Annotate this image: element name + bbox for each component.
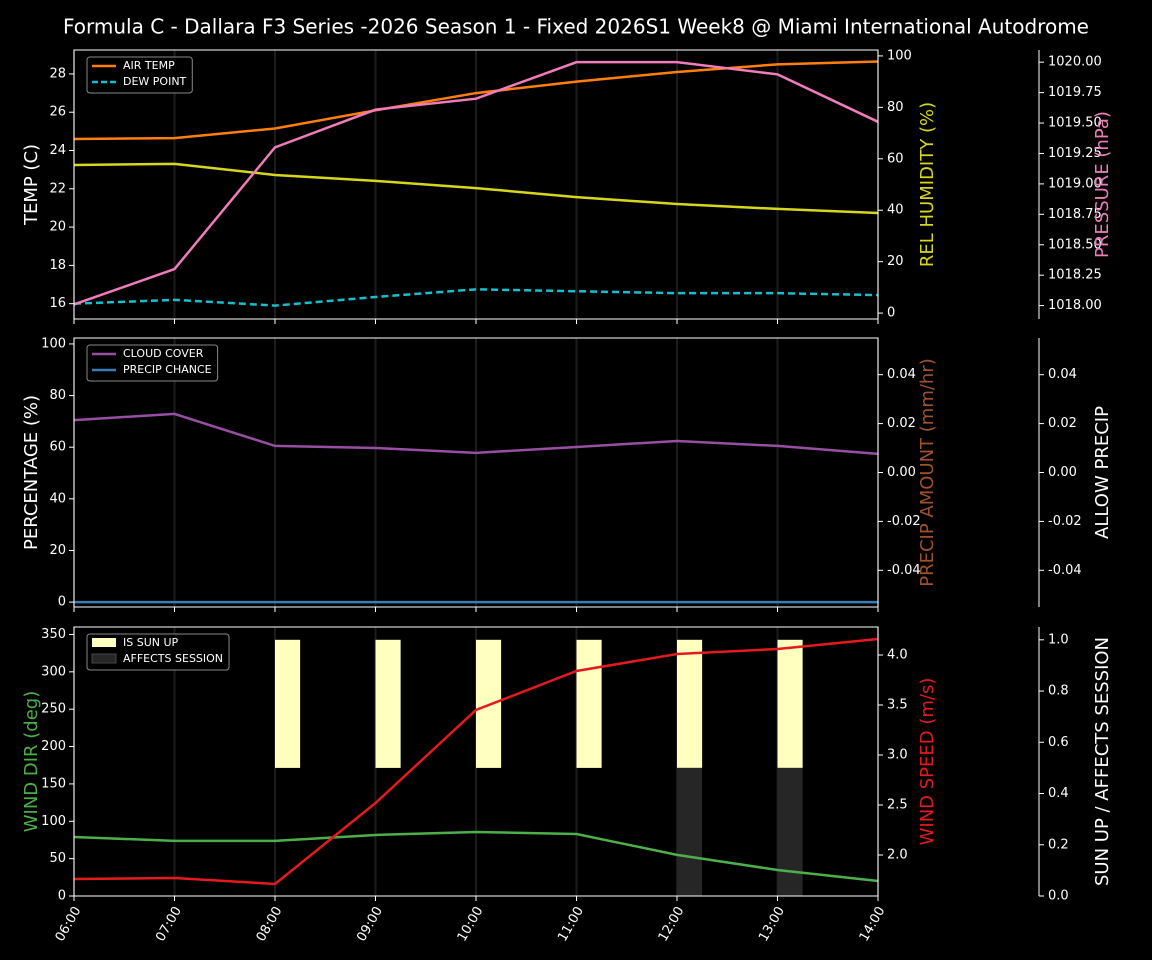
y3-tick-label: 1019.25 (1048, 146, 1102, 161)
y-tick-label: 150 (41, 776, 66, 791)
y-tick-label: 28 (49, 66, 66, 81)
y2-tick-label: -0.02 (887, 514, 921, 529)
bar (275, 639, 301, 768)
y-tick-label: 18 (49, 258, 66, 273)
legend: AIR TEMP DEW POINT (86, 56, 193, 94)
legend: CLOUD COVER PRECIP CHANCE (86, 344, 219, 382)
y3-tick-label: 1018.00 (1048, 298, 1102, 313)
y-tick-label: 250 (41, 702, 66, 717)
y3-tick-label: 0.6 (1048, 735, 1069, 750)
y-tick-label: 300 (41, 664, 66, 679)
y2-tick-label: 4.0 (887, 648, 908, 663)
bar (576, 639, 602, 768)
y2-tick-label: 0.02 (887, 416, 916, 431)
y-tick-label: 20 (49, 220, 66, 235)
legend-label: CLOUD COVER (123, 347, 204, 360)
y2-axis-label: PRECIP AMOUNT (mm/hr) (917, 358, 938, 587)
legend-label: IS SUN UP (123, 636, 179, 649)
line-series (73, 412, 879, 456)
y-tick-label: 100 (41, 814, 66, 829)
legend-label: AFFECTS SESSION (123, 652, 223, 665)
y2-tick-label: 60 (887, 151, 904, 166)
y2-tick-label: 40 (887, 203, 904, 218)
y3-tick-label: 0.2 (1048, 837, 1069, 852)
y3-axis-label: PRESSURE (hPa) (1092, 111, 1113, 258)
y2-tick-label: 0.04 (887, 367, 916, 382)
y-tick-label: 50 (49, 851, 66, 866)
y-tick-label: 0 (58, 595, 66, 610)
y2-axis-label: REL HUMIDITY (%) (917, 102, 938, 267)
y3-tick-label: 1018.50 (1048, 237, 1102, 252)
y2-tick-label: -0.04 (887, 563, 921, 578)
y3-tick-label: -0.02 (1048, 514, 1082, 529)
line-series (73, 830, 879, 883)
bar (375, 639, 401, 768)
y-tick-label: 100 (41, 336, 66, 351)
y-tick-label: 0 (58, 889, 66, 904)
legend-label: PRECIP CHANCE (123, 363, 212, 376)
y3-tick-label: 1.0 (1048, 632, 1069, 647)
y3-tick-label: 1020.00 (1048, 55, 1102, 70)
y3-tick-label: 1019.75 (1048, 85, 1102, 100)
y2-tick-label: 2.0 (887, 848, 908, 863)
y3-tick-label: -0.04 (1048, 563, 1082, 578)
legend-swatch (91, 653, 117, 664)
y2-axis-label: WIND SPEED (m/s) (917, 678, 938, 846)
y2-tick-label: 3.5 (887, 698, 908, 713)
y3-tick-label: 1019.50 (1048, 116, 1102, 131)
line-series (73, 60, 879, 141)
y2-tick-label: 3.0 (887, 748, 908, 763)
line-series (73, 637, 879, 886)
y-tick-label: 26 (49, 105, 66, 120)
y3-axis-label: ALLOW PRECIP (1092, 406, 1113, 539)
bar (777, 767, 803, 896)
y2-tick-label: 0.00 (887, 465, 916, 480)
y2-tick-label: 80 (887, 100, 904, 115)
legend-box (86, 633, 230, 671)
chart-title: Formula C - Dallara F3 Series -2026 Seas… (63, 15, 1089, 39)
legend-label: AIR TEMP (123, 59, 175, 72)
y3-tick-label: 0.0 (1048, 889, 1069, 904)
y3-tick-label: 1019.00 (1048, 176, 1102, 191)
legend-label: DEW POINT (123, 75, 187, 88)
y3-tick-label: 1018.75 (1048, 207, 1102, 222)
y3-axis-label: SUN UP / AFFECTS SESSION (1092, 637, 1113, 886)
line-series (73, 162, 879, 215)
y-tick-label: 24 (49, 143, 66, 158)
y-tick-label: 16 (49, 296, 66, 311)
y-tick-label: 60 (49, 440, 66, 455)
y-axis-label: TEMP (C) (21, 144, 42, 226)
legend-box (86, 344, 219, 382)
y3-tick-label: 0.02 (1048, 416, 1077, 431)
y3-tick-label: 0.4 (1048, 786, 1069, 801)
y2-tick-label: 0 (887, 306, 895, 321)
line-series (73, 288, 879, 307)
legend-swatch (92, 638, 116, 647)
y-axis-label: WIND DIR (deg) (21, 691, 42, 833)
y3-tick-label: 1018.25 (1048, 268, 1102, 283)
y3-tick-label: 0.00 (1048, 465, 1077, 480)
bar (777, 639, 803, 768)
bar (677, 767, 703, 896)
legend: IS SUN UP AFFECTS SESSION (86, 633, 230, 671)
line-series (73, 60, 879, 306)
y2-tick-label: 20 (887, 254, 904, 269)
y-tick-label: 22 (49, 181, 66, 196)
bar (677, 639, 703, 768)
y-tick-label: 200 (41, 739, 66, 754)
y2-tick-label: 2.5 (887, 798, 908, 813)
y3-tick-label: 0.04 (1048, 367, 1077, 382)
y2-tick-label: 100 (887, 48, 912, 63)
y-axis-label: PERCENTAGE (%) (21, 395, 42, 550)
y-tick-label: 20 (49, 543, 66, 558)
y3-tick-label: 0.8 (1048, 684, 1069, 699)
y-tick-label: 350 (41, 627, 66, 642)
y-tick-label: 40 (49, 491, 66, 506)
y-tick-label: 80 (49, 388, 66, 403)
